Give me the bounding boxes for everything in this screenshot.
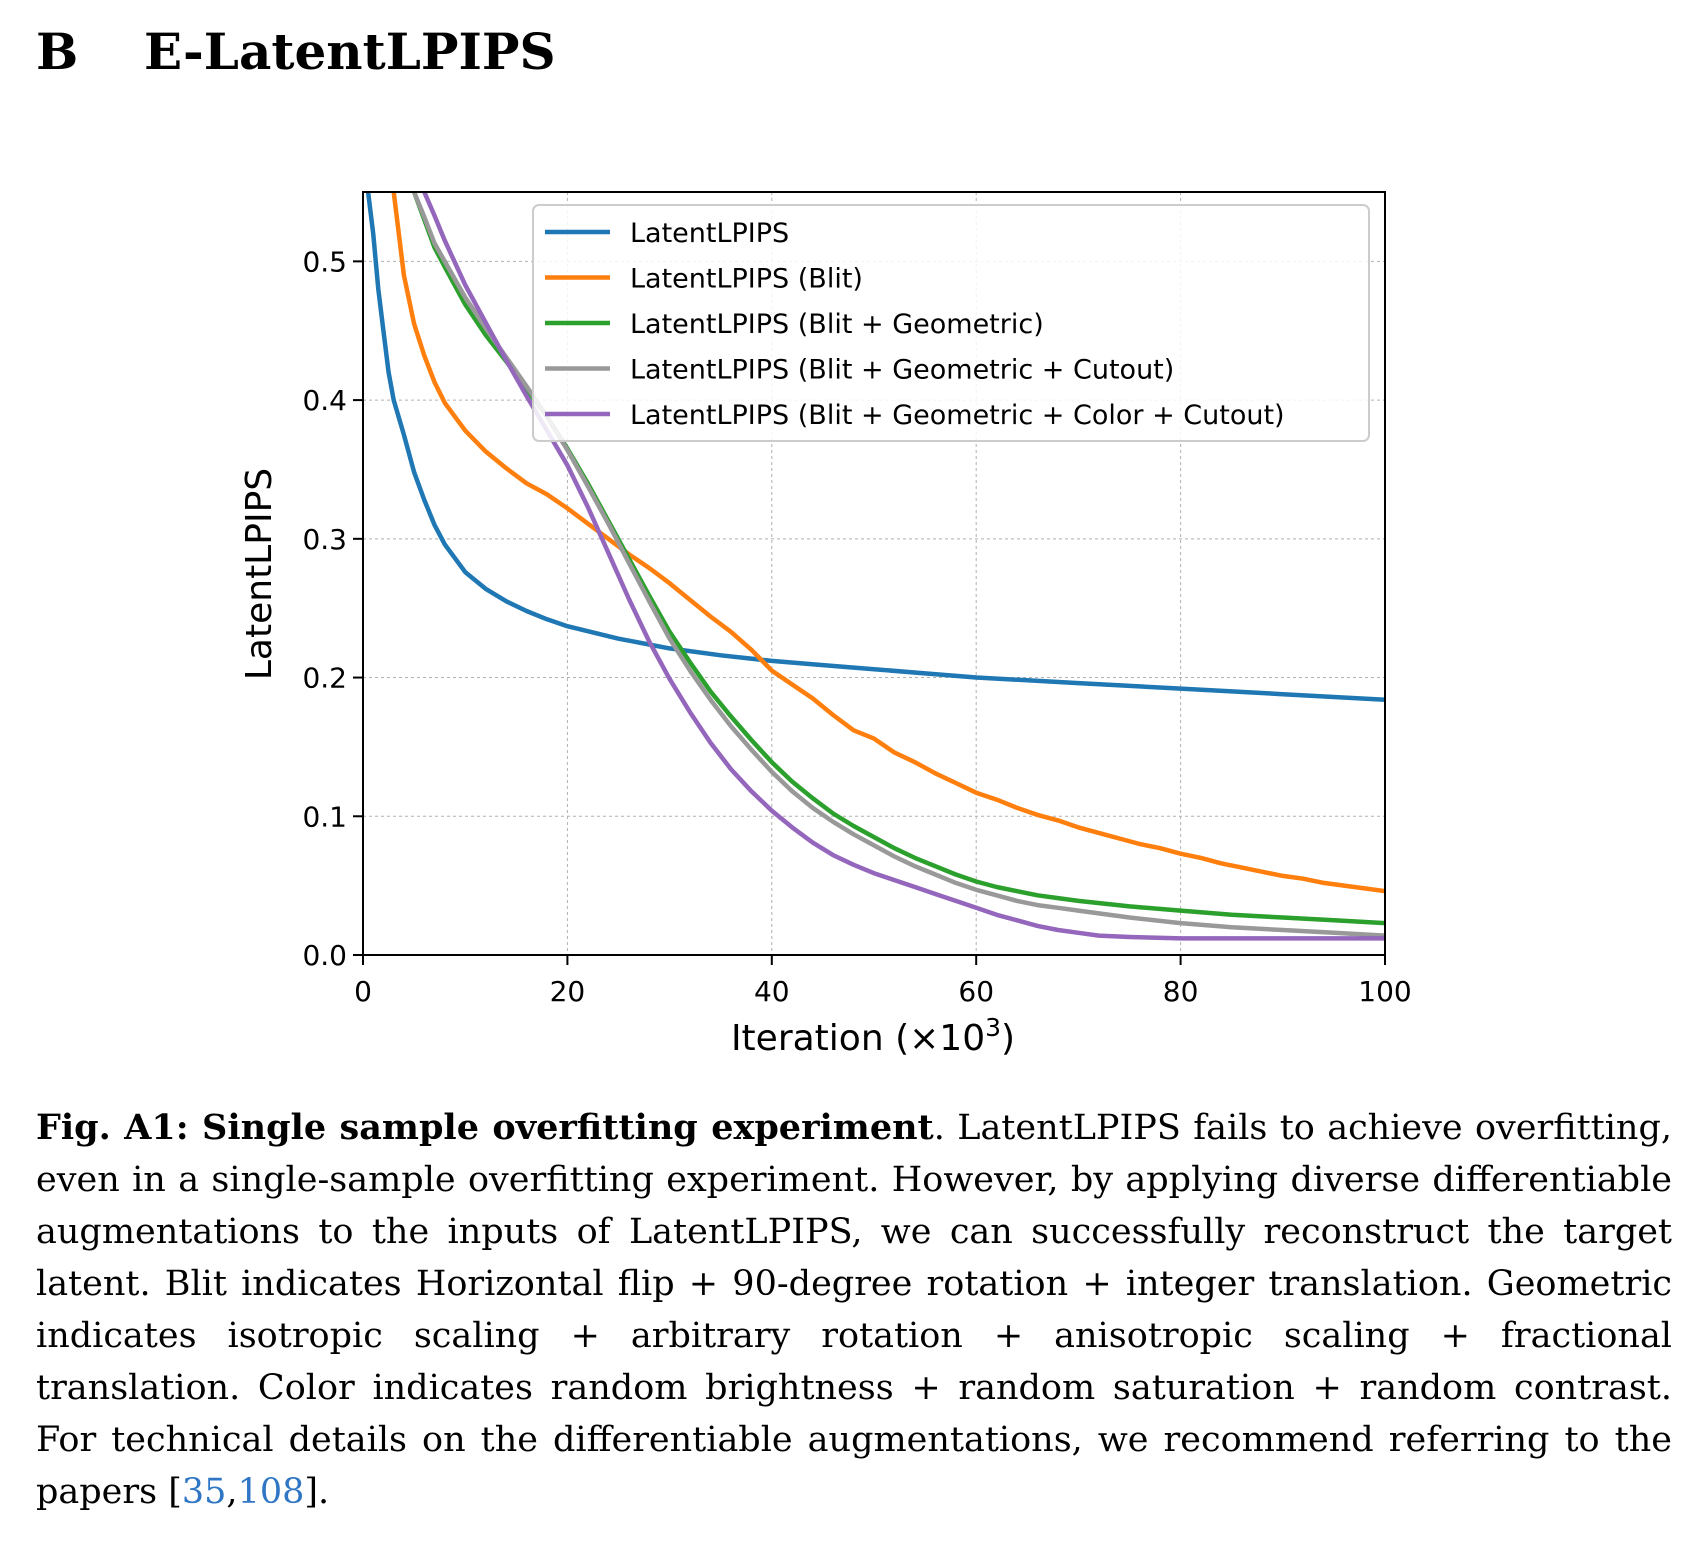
section-number: B bbox=[36, 22, 79, 81]
y-tick-label: 0.5 bbox=[302, 245, 347, 278]
axis-ticks: 0 20 40 60 80 100 0.0 0.1 0.2 0.3 0.4 0.5 bbox=[302, 245, 1411, 1008]
series-line-4 bbox=[411, 192, 1385, 938]
series-line-2 bbox=[391, 192, 1385, 894]
legend-label-4: LatentLPIPS (Blit + Geometric + Cutout) bbox=[630, 355, 1174, 386]
x-tick-label: 80 bbox=[1163, 975, 1199, 1008]
y-tick-label: 0.4 bbox=[302, 384, 347, 417]
citation-link-35[interactable]: 35 bbox=[181, 1472, 227, 1512]
y-tick-label: 0.3 bbox=[302, 523, 347, 556]
legend-label-5: LatentLPIPS (Blit + Geometric + Color + … bbox=[630, 400, 1285, 431]
line-chart: 0 20 40 60 80 100 0.0 0.1 0.2 0.3 0.4 0.5 Iteration… bbox=[239, 191, 1412, 1059]
x-axis-label-superscript: 3 bbox=[985, 1013, 1001, 1042]
x-tick-label: 40 bbox=[754, 975, 790, 1008]
y-tick-label: 0.1 bbox=[302, 800, 347, 833]
x-tick-label: 100 bbox=[1358, 975, 1411, 1008]
plot-frame bbox=[362, 191, 1386, 956]
caption-label: Fig. A1: Single sample overfitting exper… bbox=[36, 1107, 934, 1148]
legend-box bbox=[532, 204, 1370, 442]
x-tick-label: 60 bbox=[958, 975, 994, 1008]
section-title: E-LatentLPIPS bbox=[144, 22, 556, 81]
y-tick-label: 0.0 bbox=[302, 939, 347, 972]
legend-label-1: LatentLPIPS bbox=[630, 218, 789, 249]
x-axis-label: Iteration (×103) bbox=[731, 1013, 1015, 1059]
legend: LatentLPIPS LatentLPIPS (Blit) LatentLPIPS… bbox=[532, 204, 1370, 442]
caption-end: ]. bbox=[304, 1472, 330, 1512]
section-heading: B E-LatentLPIPS bbox=[36, 22, 556, 81]
legend-label-3: LatentLPIPS (Blit + Geometric) bbox=[630, 309, 1044, 340]
caption-text: . LatentLPIPS fails to achieve overfitti… bbox=[36, 1108, 1672, 1512]
y-axis-label: LatentLPIPS bbox=[239, 468, 280, 680]
figure-caption: Fig. A1: Single sample overfitting exper… bbox=[36, 1102, 1672, 1518]
legend-label-2: LatentLPIPS (Blit) bbox=[630, 264, 863, 295]
x-tick-label: 20 bbox=[550, 975, 586, 1008]
citation-separator: , bbox=[226, 1472, 238, 1512]
series-line-1 bbox=[365, 192, 1385, 702]
y-tick-label: 0.2 bbox=[302, 662, 347, 695]
x-tick-label: 0 bbox=[354, 975, 372, 1008]
citation-link-108[interactable]: 108 bbox=[237, 1472, 305, 1512]
